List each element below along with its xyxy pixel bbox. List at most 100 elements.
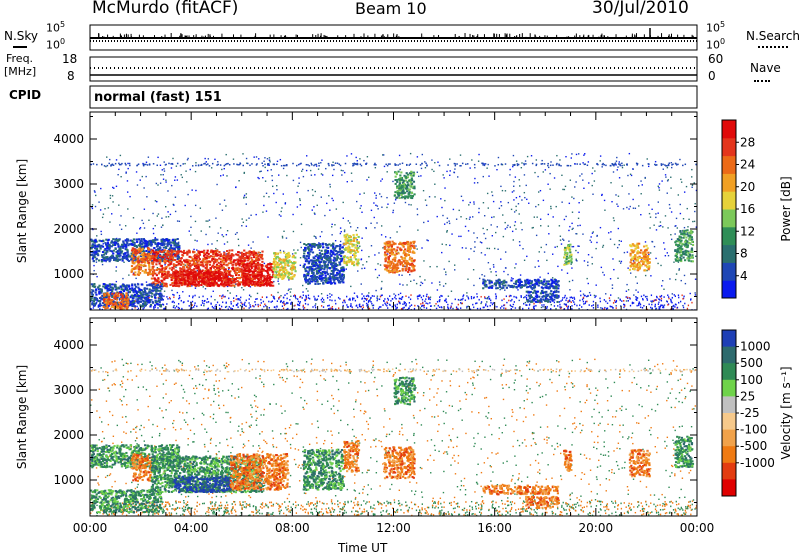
power-feature-cell bbox=[115, 248, 117, 250]
power-clutter bbox=[684, 303, 685, 305]
power-speckle bbox=[601, 166, 602, 167]
power-speckle bbox=[220, 175, 221, 176]
power-speckle bbox=[162, 225, 163, 226]
power-clutter bbox=[370, 301, 371, 303]
power-speckle bbox=[370, 223, 371, 224]
power-feature-cell bbox=[167, 254, 169, 256]
power-band-dot bbox=[397, 164, 399, 166]
power-clutter bbox=[329, 305, 330, 307]
power-speckle bbox=[670, 187, 671, 188]
power-speckle bbox=[577, 245, 578, 246]
power-speckle bbox=[398, 274, 399, 275]
power-feature-cell bbox=[232, 275, 234, 277]
power-clutter bbox=[642, 307, 643, 309]
power-speckle bbox=[425, 167, 426, 168]
power-clutter bbox=[398, 301, 399, 303]
power-feature-cell bbox=[238, 269, 240, 271]
power-feature-cell bbox=[184, 282, 186, 284]
power-clutter bbox=[516, 297, 517, 299]
power-feature-cell bbox=[237, 251, 239, 253]
power-feature-cell bbox=[178, 263, 180, 265]
power-speckle bbox=[356, 230, 357, 231]
power-feature-cell bbox=[96, 250, 98, 252]
power-band-dot bbox=[618, 163, 620, 165]
power-speckle bbox=[173, 305, 174, 306]
power-clutter bbox=[194, 295, 195, 297]
power-clutter bbox=[258, 306, 259, 308]
power-speckle bbox=[628, 193, 629, 194]
power-speckle bbox=[571, 246, 572, 247]
power-speckle bbox=[285, 203, 286, 204]
power-speckle bbox=[575, 233, 576, 234]
power-speckle bbox=[226, 234, 227, 235]
power-speckle bbox=[487, 279, 488, 280]
power-speckle bbox=[195, 162, 196, 163]
power-band-dot bbox=[333, 164, 335, 166]
power-feature-cell bbox=[126, 257, 128, 259]
power-speckle bbox=[513, 186, 514, 187]
power-speckle bbox=[493, 216, 494, 217]
power-speckle bbox=[272, 186, 273, 187]
power-speckle bbox=[630, 174, 631, 175]
power-speckle bbox=[472, 216, 473, 217]
power-clutter bbox=[466, 306, 467, 308]
power-feature-cell bbox=[142, 256, 144, 258]
power-clutter bbox=[157, 307, 158, 309]
power-speckle bbox=[127, 180, 128, 181]
power-feature-cell bbox=[144, 265, 146, 267]
power-feature-cell bbox=[173, 264, 175, 266]
power-clutter bbox=[399, 298, 400, 300]
power-speckle bbox=[250, 215, 251, 216]
power-speckle bbox=[516, 210, 517, 211]
power-clutter bbox=[138, 308, 139, 310]
freq-panel bbox=[90, 57, 697, 81]
power-band-dot bbox=[619, 165, 621, 167]
power-clutter bbox=[276, 305, 277, 307]
power-speckle bbox=[587, 265, 588, 266]
power-speckle bbox=[246, 226, 247, 227]
power-clutter bbox=[660, 304, 661, 306]
power-speckle bbox=[567, 273, 568, 274]
power-band-dot bbox=[374, 163, 376, 165]
power-band-dot bbox=[119, 164, 121, 166]
power-speckle bbox=[562, 238, 563, 239]
power-clutter bbox=[394, 297, 395, 299]
power-feature-cell bbox=[270, 285, 272, 287]
power-feature-cell bbox=[161, 240, 163, 242]
power-speckle bbox=[637, 283, 638, 284]
power-feature-cell bbox=[245, 282, 247, 284]
power-speckle bbox=[422, 154, 423, 155]
power-feature-cell bbox=[279, 252, 281, 254]
power-feature-cell bbox=[111, 245, 113, 247]
power-feature-cell bbox=[214, 276, 216, 278]
power-speckle bbox=[322, 174, 323, 175]
power-speckle bbox=[632, 168, 633, 169]
power-speckle bbox=[170, 214, 171, 215]
power-feature-cell bbox=[239, 281, 241, 283]
power-speckle bbox=[484, 254, 485, 255]
power-speckle bbox=[90, 308, 91, 309]
power-band-dot bbox=[307, 164, 309, 166]
power-feature-cell bbox=[131, 260, 133, 262]
power-speckle bbox=[324, 215, 325, 216]
power-clutter bbox=[215, 304, 216, 306]
power-band-dot bbox=[456, 163, 458, 165]
power-clutter bbox=[632, 303, 633, 305]
power-clutter bbox=[406, 303, 407, 305]
power-speckle bbox=[592, 263, 593, 264]
power-clutter bbox=[271, 301, 272, 303]
power-speckle bbox=[417, 156, 418, 157]
power-speckle bbox=[277, 161, 278, 162]
power-feature-cell bbox=[261, 268, 263, 270]
power-speckle bbox=[591, 173, 592, 174]
power-feature-cell bbox=[234, 259, 236, 261]
power-clutter bbox=[312, 306, 313, 308]
power-clutter bbox=[290, 303, 291, 305]
power-speckle bbox=[619, 261, 620, 262]
power-clutter bbox=[322, 297, 323, 299]
power-speckle bbox=[694, 292, 695, 293]
power-feature-cell bbox=[107, 242, 109, 244]
power-clutter bbox=[569, 299, 570, 301]
power-speckle bbox=[448, 261, 449, 262]
power-speckle bbox=[112, 187, 113, 188]
